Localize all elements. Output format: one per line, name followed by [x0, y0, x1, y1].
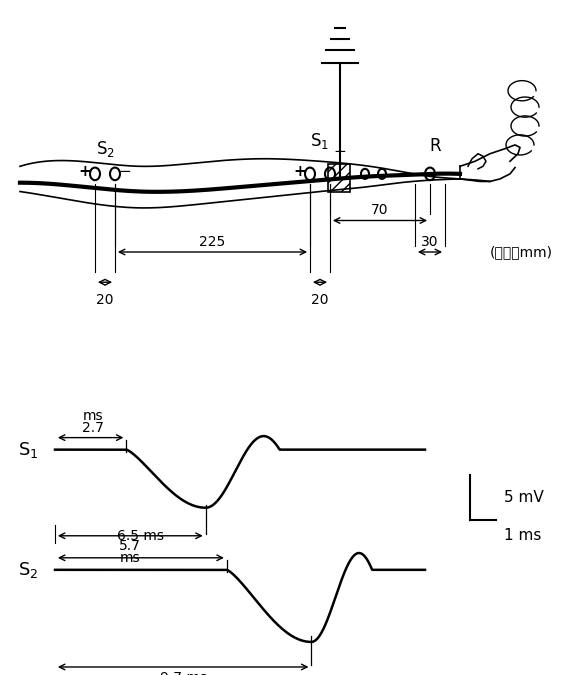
Text: +: + — [294, 164, 307, 179]
Text: 20: 20 — [96, 293, 114, 307]
Text: +: + — [79, 164, 92, 179]
Text: ms: ms — [82, 408, 103, 423]
Text: 9.7 ms: 9.7 ms — [160, 671, 207, 675]
Text: 20: 20 — [311, 293, 329, 307]
Text: (単位：mm): (単位：mm) — [490, 245, 553, 259]
Text: S$_2$: S$_2$ — [18, 560, 38, 580]
Text: S$_1$: S$_1$ — [17, 439, 38, 460]
Text: S$_2$: S$_2$ — [96, 138, 114, 159]
Bar — [328, 164, 350, 192]
Text: R: R — [429, 137, 441, 155]
Text: −: − — [118, 164, 131, 179]
Text: −: − — [333, 144, 346, 159]
Text: 6.5 ms: 6.5 ms — [117, 529, 164, 543]
Text: 30: 30 — [422, 235, 439, 249]
Text: 5 mV: 5 mV — [504, 490, 544, 505]
Text: S$_1$: S$_1$ — [311, 131, 329, 151]
Text: 225: 225 — [199, 235, 226, 249]
Text: ms: ms — [120, 551, 141, 565]
Text: 5.7: 5.7 — [120, 539, 141, 553]
Text: 70: 70 — [371, 203, 389, 217]
Text: 1 ms: 1 ms — [504, 529, 542, 543]
Text: 2.7: 2.7 — [82, 421, 104, 435]
